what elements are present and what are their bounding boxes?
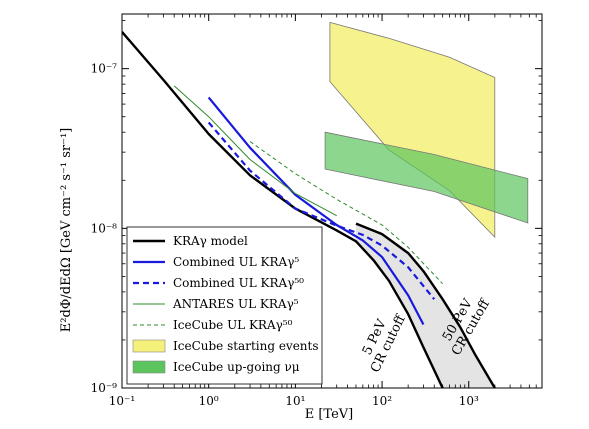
series-line-1 xyxy=(355,222,496,388)
series-line-4 xyxy=(173,85,337,217)
series-layer xyxy=(122,31,496,388)
legend-label: Combined UL KRAγ⁵ xyxy=(173,255,299,269)
axis-ticks: 10⁻¹ 10⁰ 10¹ 10² 10³ 10⁻⁹ 10⁻⁸ 10⁻⁷ xyxy=(91,14,542,408)
legend-label: ANTARES UL KRAγ⁵ xyxy=(172,297,299,311)
x-axis-label: E [TeV] xyxy=(305,407,354,422)
series-line-0 xyxy=(122,31,444,388)
legend-label: IceCube UL KRAγ⁵⁰ xyxy=(173,318,293,332)
x-tick-label: 10⁻¹ xyxy=(109,394,135,408)
cutoff-gray-region xyxy=(356,223,495,388)
x-tick-label: 10³ xyxy=(459,394,479,408)
cutoff-region-layer xyxy=(356,223,495,388)
y-axis-label: E²dΦ/dEdΩ [GeV cm⁻² s⁻¹ sr⁻¹] xyxy=(59,128,74,333)
series-line-5 xyxy=(249,141,443,285)
x-tick-label: 10⁰ xyxy=(199,394,219,408)
legend-swatch-patch xyxy=(132,339,166,353)
band-layer xyxy=(324,21,529,239)
x-tick-label: 10¹ xyxy=(285,394,305,408)
y-tick-label: 10⁻⁹ xyxy=(91,381,118,395)
legend-swatch-patch xyxy=(132,360,166,374)
legend: KRAγ model Combined UL KRAγ⁵ Combined UL K… xyxy=(126,226,323,385)
y-tick-label: 10⁻⁷ xyxy=(91,62,118,76)
legend-label: IceCube starting events xyxy=(173,339,319,353)
series-line-2 xyxy=(207,96,425,326)
legend-label: Combined UL KRAγ⁵⁰ xyxy=(173,276,304,290)
band-1 xyxy=(324,131,529,224)
plot-frame xyxy=(121,13,543,389)
legend-label: IceCube up-going νμ xyxy=(173,360,300,374)
series-line-3 xyxy=(207,121,436,300)
band-0 xyxy=(329,21,496,239)
y-tick-label: 10⁻⁸ xyxy=(91,221,118,235)
legend-box xyxy=(126,226,323,385)
legend-label: KRAγ model xyxy=(173,234,248,248)
x-tick-label: 10² xyxy=(372,394,392,408)
